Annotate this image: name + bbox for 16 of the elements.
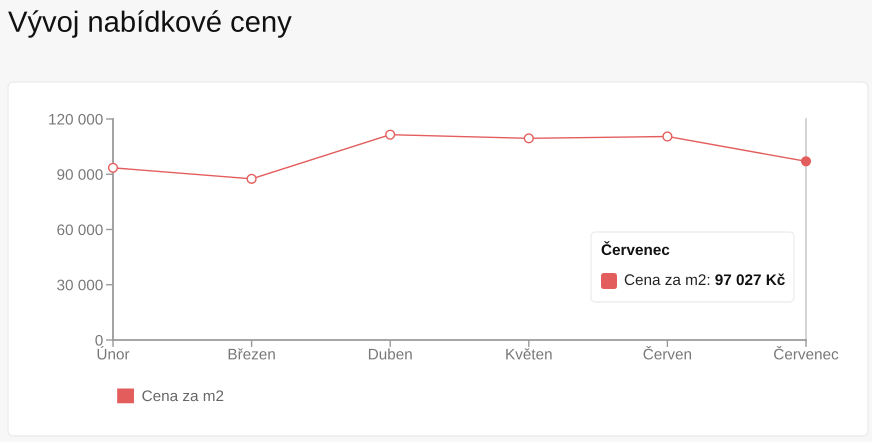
x-tick-label: Červenec: [774, 346, 838, 360]
y-tick-label: 120 000: [49, 114, 103, 125]
x-tick-label: Únor: [98, 346, 130, 360]
x-tick-label: Květen: [506, 348, 552, 360]
y-tick-label: 90 000: [57, 169, 103, 180]
y-tick-label: 30 000: [57, 280, 103, 290]
y-tick-label: 60 000: [57, 224, 103, 236]
annotation: 97 027 Kč: [715, 274, 785, 286]
legend-label: Cena za m2: [142, 390, 224, 402]
annotation: Červenec: [602, 241, 670, 256]
annotation: Cena za m2:: [624, 274, 710, 286]
chart-title: Vývoj nabídkové ceny: [8, 10, 292, 38]
x-tick-label: Duben: [368, 348, 412, 360]
x-tick-label: Březen: [228, 348, 275, 360]
x-tick-label: Červen: [644, 346, 692, 360]
y-tick-label: 0: [95, 334, 103, 346]
